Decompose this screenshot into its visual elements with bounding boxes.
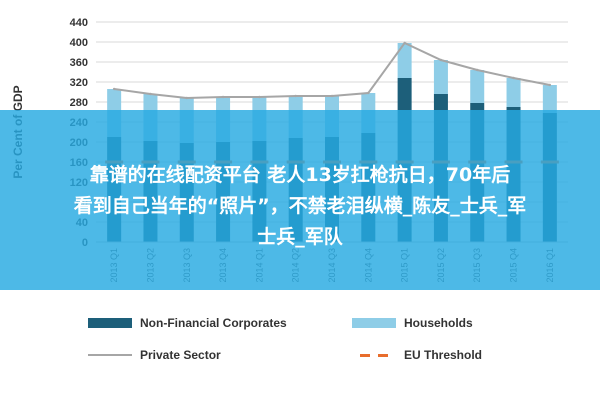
chart-legend: Non-Financial Corporates Households Priv… [0,300,600,400]
private-sector-line [114,41,551,100]
y-tick-label: 360 [70,57,88,69]
legend-swatch-eu [352,350,396,360]
legend-swatch-households [352,318,396,328]
overlay-line-3: 士兵_军队 [257,226,343,248]
overlay-line-1: 靠谱的在线配资平台 老人13岁扛枪抗日，70年后 [89,164,511,186]
private-sector-point [403,41,406,45]
bar-households [433,60,448,94]
y-tick-label: 280 [70,97,88,109]
legend-label-nfc: Non-Financial Corporates [140,316,287,330]
bar-households [542,85,557,113]
legend-swatch-nfc [88,318,132,328]
private-sector-point [548,83,552,87]
overlay-line-2: 看到自己当年的“照片”，不禁老泪纵横_陈友_士兵_军 [73,195,527,217]
y-tick-label: 320 [70,77,88,89]
private-sector-point [439,58,443,62]
bar-households [397,43,412,78]
text-overlay-banner [0,110,600,290]
private-sector-point [294,94,297,98]
private-sector-point [512,76,515,80]
legend-item-eu: EU Threshold [352,348,482,362]
legend-item-private: Private Sector [88,348,221,362]
private-sector-point [149,92,152,96]
private-sector-point [221,95,225,99]
legend-label-eu: EU Threshold [404,348,483,362]
y-tick-label: 400 [70,37,88,49]
bar-households [470,70,485,103]
private-sector-point [330,94,334,98]
y-tick-label: 440 [70,17,88,29]
legend-label-private: Private Sector [140,348,221,362]
private-sector-point [258,95,261,99]
legend-label-households: Households [404,316,473,330]
bar-households [506,78,521,107]
private-sector-point [476,68,479,72]
legend-swatch-private [88,354,132,356]
private-sector-point [367,91,370,95]
legend-item-nfc: Non-Financial Corporates [88,316,287,330]
overlay-caption[interactable]: 靠谱的在线配资平台 老人13岁扛枪抗日，70年后 看到自己当年的“照片”，不禁老… [0,160,600,253]
private-sector-point [112,87,116,91]
legend-item-households: Households [352,316,473,330]
private-sector-point [185,96,188,100]
